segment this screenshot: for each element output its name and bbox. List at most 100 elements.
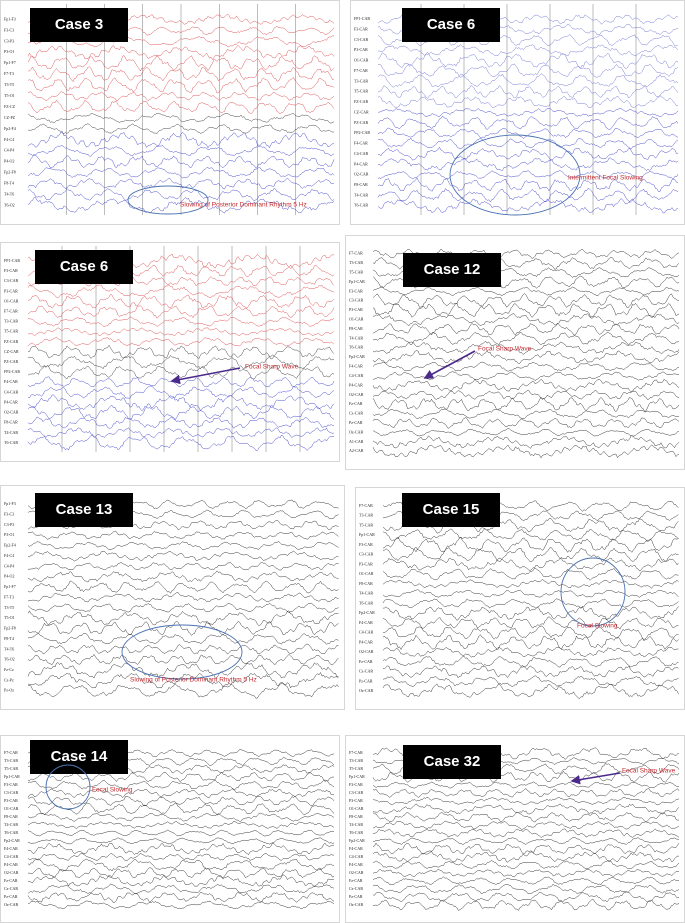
eeg-trace — [27, 167, 335, 179]
channel-label: F7-CAR — [359, 503, 373, 508]
channel-label: Fp1-F7 — [4, 584, 16, 589]
eeg-trace — [27, 837, 335, 845]
channel-label: Fp1-F7 — [4, 60, 16, 65]
eeg-trace — [372, 396, 680, 412]
eeg-trace — [27, 829, 335, 837]
eeg-trace — [382, 683, 679, 699]
eeg-trace — [377, 137, 679, 149]
annotation: Focal Slowing — [92, 787, 133, 794]
channel-label: C3-CAR — [4, 278, 19, 283]
eeg-trace — [27, 354, 335, 370]
eeg-trace — [27, 99, 335, 115]
channel-label: P3-CAR — [354, 47, 368, 52]
channel-label: Fp2-CAR — [349, 838, 365, 843]
eeg-trace — [377, 170, 679, 180]
eeg-trace — [27, 177, 335, 190]
eeg-trace — [27, 35, 335, 48]
channel-label: Pz-CAR — [349, 420, 363, 425]
channel-label: FP2-CAR — [4, 369, 20, 374]
eeg-trace — [27, 795, 335, 807]
eeg-trace — [27, 91, 335, 101]
eeg-trace — [372, 313, 680, 326]
channel-label: Oz-CAR — [4, 902, 19, 907]
eeg-trace — [372, 444, 680, 459]
channel-label: Oz-CAR — [349, 902, 364, 907]
channel-label: T4-T6 — [4, 646, 14, 651]
case-box — [35, 250, 133, 284]
channel-label: Cz-CAR — [349, 411, 363, 416]
eeg-trace — [28, 867, 335, 879]
eeg-trace — [382, 589, 679, 598]
channel-label: T6-CAR — [349, 830, 363, 835]
eeg-trace — [27, 570, 339, 583]
case-label: Case 6 — [60, 258, 108, 275]
annotation: Slowing of Posterior Dominant Rhythm 5 H… — [180, 202, 307, 209]
channel-label: C4-CAR — [4, 389, 19, 394]
channel-label: F4-CAR — [359, 620, 373, 625]
channel-label: PZ-CAR — [354, 120, 369, 125]
highlight-ellipse — [449, 134, 581, 216]
eeg-trace — [377, 95, 679, 109]
channel-label: C4-CAR — [4, 854, 19, 859]
eeg-trace — [372, 820, 680, 830]
eeg-trace — [27, 802, 335, 816]
eeg-trace — [27, 394, 335, 412]
case-box — [403, 745, 501, 779]
channel-label: C3-P3 — [4, 38, 14, 43]
eeg-trace — [27, 892, 335, 904]
eeg-trace — [27, 305, 335, 319]
channel-label: Oz-CAR — [349, 429, 364, 434]
channel-label: Fp2-CAR — [4, 838, 20, 843]
highlight-ellipse — [45, 764, 91, 810]
channel-label: O2-CAR — [359, 649, 374, 654]
channel-label: C3-CAR — [349, 790, 364, 795]
channel-label: CZ-CAR — [4, 349, 19, 354]
eeg-trace — [27, 771, 335, 783]
channel-label: Cz-CAR — [349, 886, 363, 891]
channel-label: O2-CAR — [349, 870, 364, 875]
channel-label: O1-CAR — [359, 571, 374, 576]
eeg-trace — [27, 434, 335, 451]
eeg-trace — [382, 568, 679, 581]
channel-label: O2-CAR — [354, 172, 369, 177]
eeg-trace — [372, 796, 680, 806]
annotation: Focal Sharp Wave — [478, 346, 532, 353]
channel-label: C4-CAR — [359, 630, 374, 635]
channel-label: F7-CAR — [349, 251, 363, 256]
channel-label: T5-CAR — [4, 329, 18, 334]
channel-label: P4-CAR — [4, 399, 18, 404]
channel-label: T4-CAR — [349, 335, 363, 340]
channel-label: O1-CAR — [349, 806, 364, 811]
channel-label: T6-O2 — [4, 657, 15, 662]
eeg-trace — [382, 598, 679, 609]
channel-label: T5-CAR — [349, 269, 363, 274]
eeg-trace — [372, 803, 680, 815]
channel-label: Fz-CAR — [359, 659, 373, 664]
eeg-trace — [372, 899, 680, 911]
channel-label: F8-CAR — [4, 814, 18, 819]
channel-label: T6-CAR — [354, 203, 368, 208]
highlight-ellipse — [127, 185, 209, 215]
eeg-trace — [377, 146, 679, 161]
eeg-trace — [372, 811, 680, 823]
eeg-trace — [27, 336, 335, 347]
eeg-trace — [372, 860, 680, 870]
eeg-trace — [372, 378, 680, 392]
case-label: Case 3 — [55, 16, 103, 33]
eeg-trace — [27, 541, 339, 550]
channel-label: F4-CAR — [349, 846, 363, 851]
eeg-trace — [27, 610, 339, 626]
eeg-trace — [372, 876, 680, 885]
channel-label: F8-CAR — [354, 182, 368, 187]
eeg-trace — [372, 851, 680, 863]
channel-label: C3-CAR — [4, 790, 19, 795]
eeg-trace — [377, 188, 679, 204]
annotation: Slowing of Posterior Dominant Rhythm 5 H… — [130, 677, 257, 684]
channel-label: P4-CAR — [4, 862, 18, 867]
eeg-trace — [27, 77, 335, 94]
eeg-trace — [27, 131, 335, 149]
channel-label: T4-T6 — [4, 192, 14, 197]
highlight-ellipse — [560, 557, 626, 627]
channel-label: T6-CAR — [4, 830, 18, 835]
eeg-trace — [27, 550, 339, 562]
